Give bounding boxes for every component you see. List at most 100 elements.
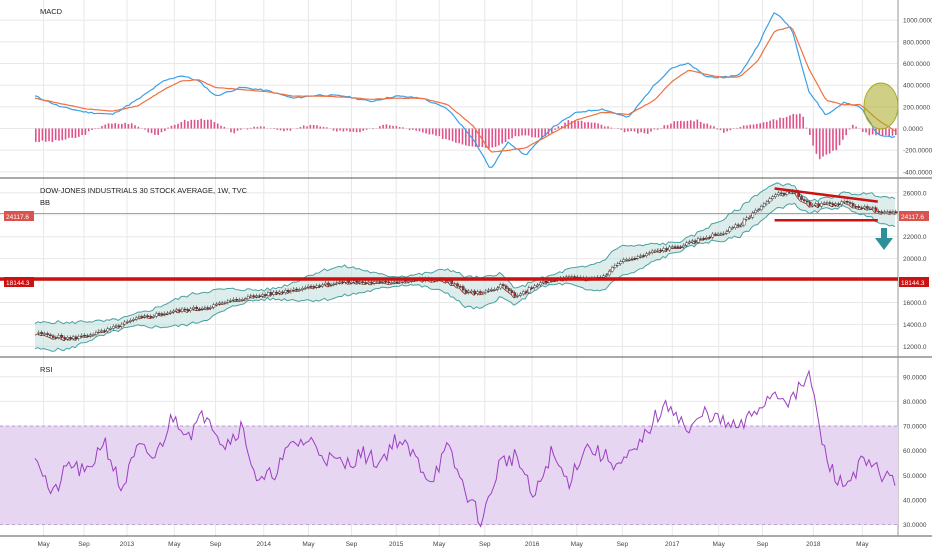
candle	[643, 255, 645, 256]
macd-histogram-bar	[511, 129, 513, 139]
candle	[749, 217, 751, 218]
macd-histogram-bar	[703, 124, 705, 129]
macd-histogram-bar	[783, 118, 785, 129]
macd-histogram-bar	[442, 129, 444, 139]
macd-histogram-bar	[171, 126, 173, 129]
macd-histogram-bar	[356, 129, 358, 133]
candle	[253, 296, 255, 297]
macd-histogram-bar	[194, 120, 196, 129]
y-tick-label: 26000.0	[903, 190, 927, 197]
macd-histogram-bar	[508, 129, 510, 140]
y-tick-label: 200.0000	[903, 104, 930, 111]
candle	[230, 300, 232, 301]
macd-histogram-bar	[637, 129, 639, 134]
macd-histogram-bar	[806, 128, 808, 129]
candle	[132, 319, 134, 320]
macd-histogram-bar	[65, 129, 67, 140]
macd-histogram-bar	[756, 124, 758, 129]
candle	[115, 326, 117, 327]
candle	[356, 281, 358, 283]
candle	[841, 202, 843, 205]
macd-histogram-bar	[220, 126, 222, 129]
candle	[147, 316, 149, 317]
candle	[826, 203, 828, 204]
macd-histogram-bar	[687, 121, 689, 129]
macd-histogram-bar	[753, 124, 755, 128]
candle	[605, 275, 607, 276]
candle	[846, 201, 848, 202]
candle	[522, 292, 524, 294]
candle	[812, 205, 814, 206]
macd-histogram-bar	[531, 129, 533, 138]
macd-histogram-bar	[521, 129, 523, 136]
candle	[207, 308, 209, 309]
macd-histogram-bar	[644, 129, 646, 134]
macd-histogram-bar	[45, 129, 47, 142]
candle	[239, 300, 241, 301]
candle	[838, 204, 840, 205]
macd-histogram-bar	[121, 124, 123, 129]
macd-histogram-bar	[706, 124, 708, 129]
macd-histogram-bar	[61, 129, 63, 141]
candle	[531, 288, 533, 289]
macd-histogram-bar	[316, 125, 318, 128]
macd-histogram-bar	[604, 126, 606, 128]
candle	[654, 251, 656, 252]
y-tick-label: 80.0000	[903, 399, 927, 406]
macd-histogram-bar	[769, 121, 771, 129]
candle	[69, 337, 71, 338]
macd-histogram-bar	[237, 129, 239, 131]
macd-histogram-bar	[630, 129, 632, 132]
candle	[270, 292, 272, 294]
x-tick-label: May	[433, 541, 446, 548]
candle	[376, 282, 378, 283]
macd-histogram-bar	[81, 129, 83, 136]
candle	[740, 225, 742, 226]
candle	[316, 286, 318, 288]
macd-histogram-bar	[419, 129, 421, 132]
candle	[760, 206, 762, 209]
candle	[456, 284, 458, 286]
macd-histogram-bar	[452, 129, 454, 142]
macd-histogram-bar	[326, 127, 328, 128]
candle	[631, 258, 633, 259]
candle	[783, 193, 785, 194]
macd-histogram-bar	[58, 129, 60, 141]
macd-histogram-bar	[491, 129, 493, 148]
macd-histogram-bar	[773, 119, 775, 128]
rsi-title: RSI	[40, 365, 53, 374]
y-tick-label: 50.0000	[903, 473, 927, 480]
macd-histogram-bar	[789, 115, 791, 128]
macd-histogram-bar	[114, 123, 116, 128]
macd-histogram-bar	[98, 128, 100, 129]
candle	[190, 309, 192, 311]
candle	[757, 210, 759, 211]
candle	[161, 314, 163, 315]
macd-histogram-bar	[657, 129, 659, 130]
macd-histogram-bar	[647, 129, 649, 134]
macd-histogram-bar	[624, 129, 626, 133]
candle	[806, 201, 808, 202]
candle	[623, 260, 625, 262]
candle	[686, 243, 688, 246]
candle	[485, 291, 487, 293]
svg-text:24117.6: 24117.6	[901, 214, 924, 221]
candle	[264, 295, 266, 296]
macd-histogram-bar	[716, 129, 718, 130]
macd-histogram-bar	[501, 129, 503, 144]
macd-histogram-bar	[197, 120, 199, 129]
x-tick-label: 2016	[525, 541, 540, 548]
macd-histogram-bar	[392, 126, 394, 129]
macd-histogram-bar	[389, 125, 391, 128]
candle	[382, 281, 384, 282]
macd-histogram-bar	[587, 122, 589, 128]
candle	[505, 286, 507, 289]
candle	[164, 313, 166, 314]
candle	[187, 309, 189, 310]
macd-histogram-bar	[468, 129, 470, 147]
candle	[362, 282, 364, 283]
candle	[322, 285, 324, 286]
highlight-circle	[864, 83, 898, 129]
macd-histogram-bar	[515, 129, 517, 137]
